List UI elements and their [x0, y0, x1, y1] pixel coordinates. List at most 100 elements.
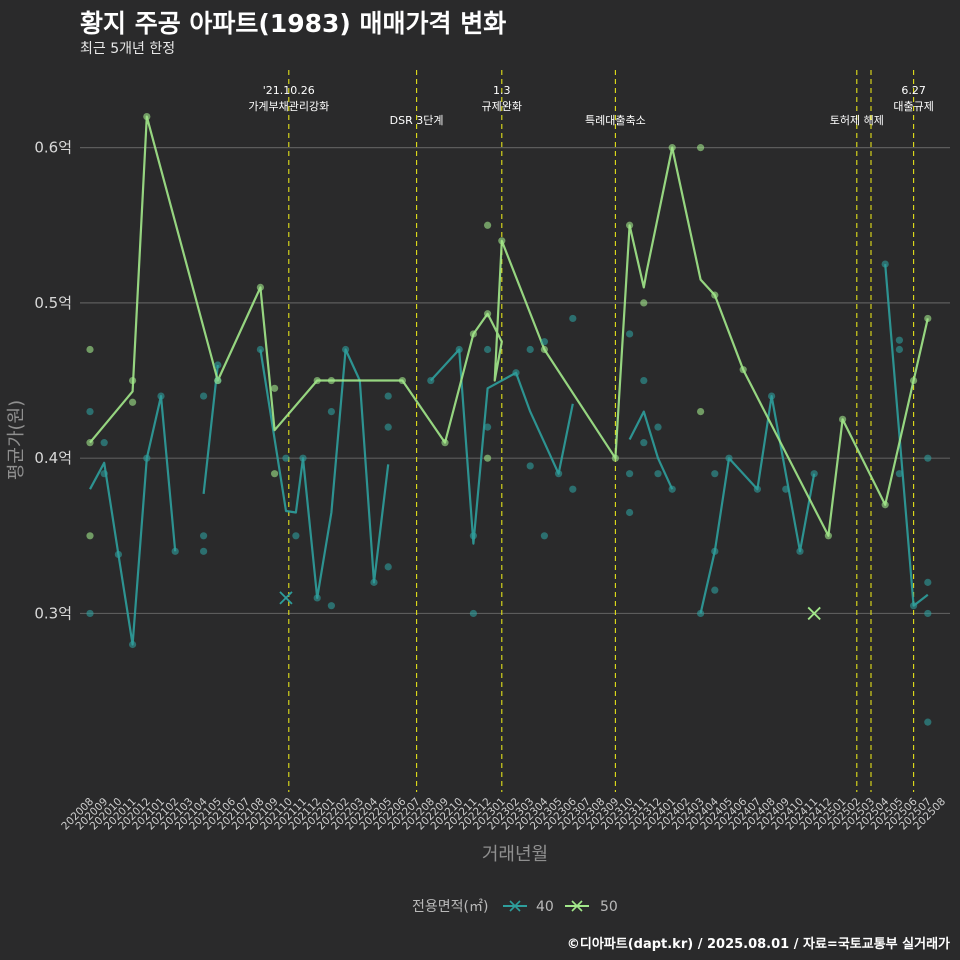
series-line-50	[89, 115, 929, 537]
data-point-40	[282, 454, 290, 462]
legend-label-40: 40	[536, 899, 554, 915]
data-point-40	[796, 547, 804, 555]
data-point-50	[398, 376, 406, 385]
data-point-50	[824, 532, 833, 540]
legend-title: 전용면적(㎡)	[412, 899, 488, 915]
event-annotation: 6.27	[901, 84, 926, 97]
data-point-40	[881, 260, 889, 268]
data-point-40	[171, 547, 179, 555]
data-point-40	[214, 361, 222, 369]
data-point-40	[711, 586, 719, 594]
data-point-50	[214, 376, 222, 385]
data-point-40	[100, 470, 108, 478]
data-point-50	[313, 376, 321, 385]
data-point-40	[711, 470, 719, 478]
y-axis-title: 평균가(원)	[6, 400, 27, 480]
data-point-40	[725, 454, 733, 462]
series-line-40	[202, 364, 219, 495]
data-point-50	[697, 407, 705, 416]
source-caption: ©디아파트(dapt.kr) / 2025.08.01 / 자료=국토교통부 실…	[566, 937, 950, 952]
data-point-40	[86, 407, 94, 416]
data-point-40	[654, 423, 662, 431]
data-point-50	[626, 221, 634, 229]
data-point-40	[753, 485, 762, 493]
data-point-40	[370, 578, 378, 586]
data-point-40	[668, 485, 676, 493]
data-point-50	[739, 366, 747, 374]
data-point-40	[455, 345, 463, 354]
event-annotation: 토허제 해제	[830, 113, 884, 127]
data-point-50	[668, 144, 676, 152]
series-line-40	[884, 264, 929, 607]
data-point-50	[611, 454, 620, 462]
cross-marker-50	[807, 606, 821, 621]
series-line-40	[699, 395, 816, 614]
data-point-40	[384, 563, 392, 571]
series-line-40	[628, 410, 674, 490]
data-point-40	[157, 392, 165, 400]
data-point-40	[810, 470, 818, 478]
data-point-40	[895, 470, 904, 478]
event-annotation: 규제완화	[482, 100, 522, 113]
data-point-40	[384, 392, 392, 400]
grid-lines	[80, 147, 950, 615]
data-point-40	[100, 439, 108, 447]
data-point-40	[569, 314, 577, 323]
data-point-40	[895, 345, 904, 354]
data-point-50	[143, 112, 151, 121]
data-point-40	[626, 330, 634, 338]
data-point-40	[292, 532, 300, 540]
data-point-40	[114, 550, 122, 559]
data-point-50	[129, 376, 137, 385]
data-point-50	[327, 376, 335, 385]
series-line-40	[89, 395, 177, 646]
data-point-50	[540, 345, 549, 354]
data-point-50	[86, 345, 94, 354]
data-point-50	[640, 299, 648, 307]
data-point-40	[484, 345, 492, 354]
data-point-40	[782, 485, 790, 493]
chart-title: 황지 주공 아파트(1983) 매매가격 변화	[80, 9, 507, 38]
data-point-50	[484, 221, 492, 229]
data-point-40	[469, 532, 477, 540]
event-annotation: '21.10.26	[263, 84, 315, 97]
data-point-40	[200, 532, 208, 540]
data-point-40	[924, 718, 932, 726]
data-point-50	[271, 470, 279, 478]
data-point-40	[924, 609, 932, 618]
data-point-40	[484, 423, 492, 431]
cross-marker-40	[279, 591, 293, 605]
series-line-40	[259, 348, 390, 600]
data-point-50	[271, 384, 279, 392]
y-tick-label: 0.5억	[34, 294, 72, 312]
data-point-40	[640, 376, 648, 385]
data-point-50	[256, 283, 264, 291]
data-point-40	[654, 470, 662, 478]
data-point-40	[924, 578, 932, 586]
data-point-40	[540, 532, 549, 540]
data-point-50	[924, 314, 932, 323]
event-annotation: DSR 3단계	[390, 114, 444, 127]
data-point-40	[200, 392, 208, 400]
data-point-40	[768, 392, 776, 400]
chart-subtitle: 최근 5개년 한정	[80, 41, 176, 57]
data-point-50	[484, 310, 492, 318]
data-point-50	[86, 532, 94, 540]
data-point-40	[427, 376, 435, 385]
y-tick-label: 0.4억	[34, 449, 72, 467]
data-point-50	[484, 454, 492, 462]
legend: 전용면적(㎡) 40 50	[412, 899, 618, 915]
x-axis-ticks: 2020082020092020102020112020122021012021…	[59, 795, 948, 832]
data-point-50	[881, 501, 889, 509]
data-point-50	[910, 376, 918, 385]
data-point-50	[86, 439, 94, 447]
data-point-40	[555, 470, 563, 478]
data-point-40	[924, 454, 932, 462]
event-annotation: 가계부채관리강화	[248, 100, 329, 113]
data-point-40	[299, 454, 307, 462]
data-point-40	[626, 470, 634, 478]
data-point-40	[469, 609, 477, 618]
event-annotation: 1.3	[493, 84, 511, 97]
y-tick-label: 0.6억	[34, 139, 72, 157]
